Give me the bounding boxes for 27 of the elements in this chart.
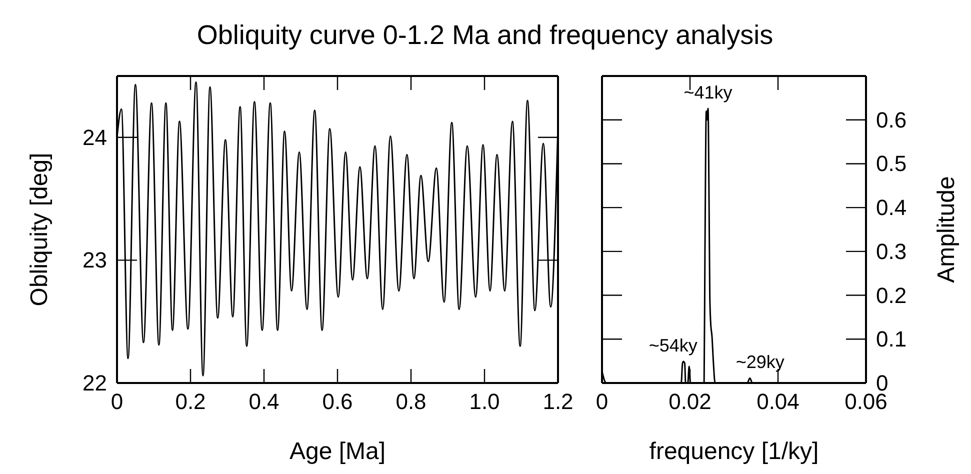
x-tick-label: 0.2 [175,389,206,414]
x-tick-label: 0.6 [322,389,353,414]
annotation: ~29ky [736,352,784,372]
chart-title: Obliquity curve 0-1.2 Ma and frequency analysis [196,20,774,50]
x-tick-label: 0.4 [248,389,280,414]
y-tick-label: 23 [82,248,107,273]
y-tick-label: 0.1 [876,326,907,352]
x-axis-title: Age [Ma] [289,438,386,465]
x-tick-label: 0.04 [756,389,800,414]
x-tick-label: 0 [110,389,124,414]
y-tick-label: 24 [82,124,107,150]
y-axis-title: Obliquity [deg] [26,152,53,306]
x-axis-title: frequency [1/ky] [649,438,819,465]
y-tick-label: 22 [82,370,107,396]
x-tick-label: 1.2 [542,389,574,414]
annotation: ~54ky [648,336,698,356]
y-tick-label: 0.4 [876,195,907,220]
y-tick-label: 0.5 [876,151,907,176]
y-tick-label: 0.2 [876,282,907,308]
y-tick-label: 0.6 [876,107,907,132]
y-axis-title: Amplitude [933,176,960,283]
x-tick-label: 0 [596,389,608,414]
x-tick-label: 0.8 [396,389,426,414]
annotation: ~41ky [684,82,732,102]
x-tick-label: 0.02 [668,389,712,414]
y-tick-label: 0.3 [876,238,907,264]
x-tick-label: 1.0 [469,389,500,414]
